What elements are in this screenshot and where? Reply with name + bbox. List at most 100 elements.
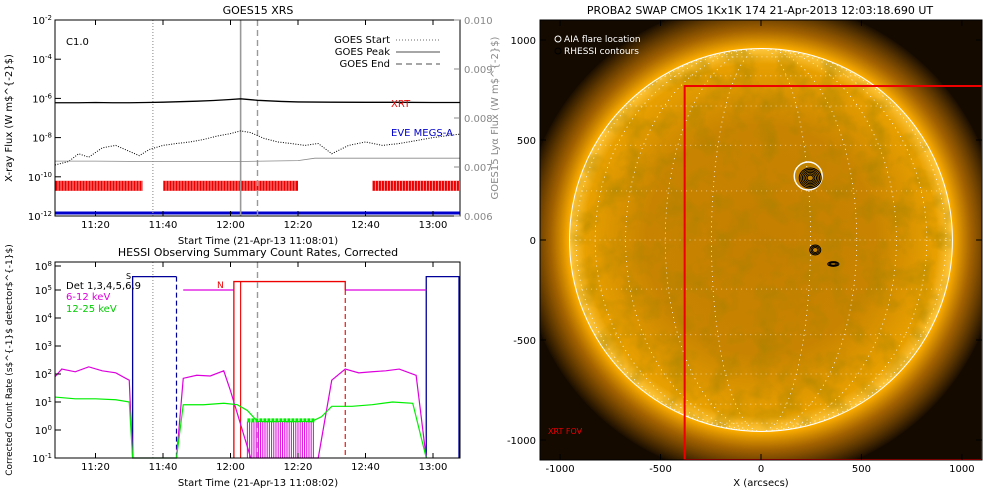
swap-y-tick-label: 0 xyxy=(530,236,536,247)
eve-series-label: EVE MEGS-A xyxy=(391,128,453,139)
xrt-flag-bar xyxy=(55,180,143,191)
swap-y-tick-label: -500 xyxy=(513,336,536,347)
hessi-x-tick-label: 11:40 xyxy=(149,462,178,473)
swap-y-tick-label: 500 xyxy=(517,136,536,147)
xrt-flag-bar xyxy=(163,180,298,191)
goes-y-tick-label: 10-6 xyxy=(32,92,52,105)
swap-legend: AIA flare location RHESSI contours xyxy=(554,35,641,57)
longitude-line xyxy=(575,48,947,432)
rhessi-contour xyxy=(806,174,814,182)
hessi-6-12kev-line xyxy=(54,366,427,459)
heliographic-grid xyxy=(569,48,953,432)
hessi-x-tick-label: 11:20 xyxy=(81,462,110,473)
rhessi-contour xyxy=(828,261,839,267)
hessi-frame xyxy=(54,261,461,459)
xrt-fov-box xyxy=(683,85,982,460)
hessi-legend: Det 1,3,4,5,6,9 6-12 keV 12-25 keV xyxy=(66,281,141,315)
swap-overlays xyxy=(683,85,982,460)
legend-12-25kev: 12-25 keV xyxy=(66,304,117,315)
goes-class-label: C1.0 xyxy=(66,37,89,48)
rhessi-contour xyxy=(805,173,816,183)
eve-flux-line xyxy=(54,130,461,166)
rhessi-contour xyxy=(810,245,820,255)
legend-aia-flare: AIA flare location xyxy=(564,35,641,45)
aia-flare-circle xyxy=(793,161,823,191)
xrt-flux-line xyxy=(55,98,460,104)
goes-title: GOES15 XRS xyxy=(223,4,294,17)
goes-y-right-tick-label: 0.007 xyxy=(464,163,493,174)
legend-rhessi-symbol xyxy=(554,47,562,55)
swap-x-tick-label: 500 xyxy=(852,464,871,475)
xrt-fov-label: XRT FOV xyxy=(548,427,583,436)
goes-y-right-tick-label: 0.008 xyxy=(464,114,493,125)
rhessi-contour xyxy=(798,167,822,189)
goes-y-tick-label: 10-12 xyxy=(28,210,52,223)
goes-x-tick-label: 12:40 xyxy=(351,220,380,231)
goes-y-tick-label: 10-10 xyxy=(28,171,52,184)
goes-y-tick-label: 10-8 xyxy=(32,132,52,145)
solar-limb xyxy=(569,48,953,432)
rhessi-contour xyxy=(803,171,818,185)
xrt-flag-bar xyxy=(372,180,460,191)
swap-image-panel: PROBA2 SWAP CMOS 1Kx1K 174 21-Apr-2013 1… xyxy=(507,4,983,489)
goes-y-tick-label: 10-4 xyxy=(32,53,52,66)
hessi-x-tick-label: 13:00 xyxy=(419,462,448,473)
goes-xrs-panel: GOES15 XRS C1.0 GOES Start GOES Peak GOE… xyxy=(4,4,501,247)
hessi-y-tick-label: 10-1 xyxy=(32,452,52,465)
hessi-attenuator-line xyxy=(425,275,460,458)
rhessi-contour xyxy=(830,262,837,266)
swap-y-tick-label: 1000 xyxy=(511,36,536,47)
rhessi-contour xyxy=(800,168,821,188)
solar-texture xyxy=(569,48,953,432)
hessi-flag-n: N xyxy=(217,281,224,291)
hessi-x-tick-label: 12:20 xyxy=(284,462,313,473)
goes-legend: GOES Start GOES Peak GOES End xyxy=(334,35,440,70)
swap-x-tick-label: -500 xyxy=(649,464,672,475)
legend-detectors: Det 1,3,4,5,6,9 xyxy=(66,281,141,292)
legend-rhessi-contours: RHESSI contours xyxy=(564,47,639,57)
goes-x-tick-label: 12:20 xyxy=(284,220,313,231)
hessi-saa-line xyxy=(233,280,346,458)
goes-y-right-tick-label: 0.010 xyxy=(464,16,493,27)
goes-y-right-axis-label: GOES15 Lyα Flux (W m$^{-2}$) xyxy=(490,36,501,199)
hessi-axes: 11:20 11:40 12:00 12:20 12:40 13:00 108 105 104 1… xyxy=(32,260,447,473)
xrt-series-label: XRT xyxy=(391,99,411,110)
hessi-x-axis-label: Start Time (21-Apr-13 11:08:02) xyxy=(178,478,338,489)
goes-y-axis-label: X-ray Flux (W m$^{-2}$) xyxy=(4,54,15,182)
legend-goes-end: GOES End xyxy=(340,59,390,70)
legend-goes-peak: GOES Peak xyxy=(335,47,390,58)
swap-x-tick-label: 1000 xyxy=(949,464,974,475)
rhessi-contour xyxy=(827,261,840,267)
rhessi-contour xyxy=(809,244,822,256)
hessi-y-tick-label: 103 xyxy=(35,340,52,353)
swap-x-axis-label: X (arcsecs) xyxy=(733,478,789,489)
goes-y-right-tick-label: 0.006 xyxy=(464,212,493,223)
goes-x-tick-label: 11:20 xyxy=(81,220,110,231)
hessi-y-axis-label: Corrected Count Rate (s$^{-1}$ detector$… xyxy=(5,244,15,475)
goes-y-tick-label: 10-2 xyxy=(32,14,52,27)
hessi-x-tick-label: 12:40 xyxy=(351,462,380,473)
hessi-12-25kev-line xyxy=(54,396,427,459)
rhessi-contour xyxy=(811,247,819,253)
legend-aia-symbol xyxy=(554,35,562,43)
swap-axes: -1000 -500 0 500 1000 1000 500 0 -500 -1000 xyxy=(507,20,982,475)
goes-x-tick-label: 12:00 xyxy=(216,220,245,231)
hessi-y-tick-label: 100 xyxy=(35,424,52,437)
swap-x-tick-label: 0 xyxy=(758,464,764,475)
swap-x-tick-label: -1000 xyxy=(546,464,575,475)
goes-axes: 11:20 11:40 12:00 12:20 12:40 13:00 10-2 10-4 10… xyxy=(28,14,493,231)
goes-plot-area xyxy=(54,20,461,216)
swap-title: PROBA2 SWAP CMOS 1Kx1K 174 21-Apr-2013 1… xyxy=(587,4,934,17)
hessi-title: HESSI Observing Summary Count Rates, Cor… xyxy=(118,246,398,259)
goes-x-tick-label: 13:00 xyxy=(419,220,448,231)
legend-goes-start: GOES Start xyxy=(334,35,390,46)
hessi-y-tick-label: 104 xyxy=(35,312,53,325)
goes-y-right-tick-label: 0.009 xyxy=(464,65,493,76)
hessi-attenuator-line xyxy=(131,275,177,458)
hessi-y-tick-label: 101 xyxy=(35,396,52,409)
hessi-panel: HESSI Observing Summary Count Rates, Cor… xyxy=(5,244,461,489)
goes-y-axis-label-text: X-ray Flux (W m$^{-2}$) xyxy=(4,54,15,182)
hessi-y-tick-label: 102 xyxy=(35,368,52,381)
goes-x-axis-label: Start Time (21-Apr-13 11:08:01) xyxy=(178,236,338,247)
